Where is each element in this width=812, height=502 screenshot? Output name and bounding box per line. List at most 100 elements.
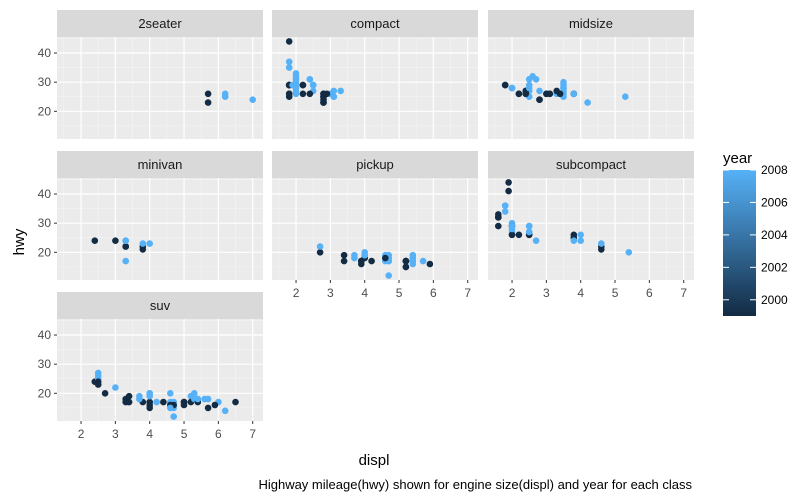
data-point <box>204 90 212 98</box>
data-point <box>522 90 530 98</box>
facet-panel-2seater: 2seater <box>57 10 263 139</box>
data-point <box>221 407 229 415</box>
data-point <box>292 84 300 92</box>
data-point <box>515 90 523 98</box>
y-tick-label: 40 <box>38 328 52 342</box>
data-point <box>536 87 543 95</box>
data-point <box>122 257 129 265</box>
axes: 20 30 40 20 30 40 2 3 4 5 6 7 2 3 4 5 6 7 20 30 40 2 3 4 5 6 7 <box>38 46 688 441</box>
legend-colorbar <box>723 170 756 316</box>
x-tick-label: 7 <box>680 286 687 300</box>
facet-label: pickup <box>356 157 394 172</box>
data-point <box>426 260 434 268</box>
legend-tick-label: 2008 <box>761 163 788 177</box>
legend-tick-label: 2000 <box>761 293 788 307</box>
data-point <box>495 214 502 221</box>
data-point <box>167 404 174 412</box>
data-point <box>577 237 584 244</box>
data-point <box>285 58 293 66</box>
data-point <box>402 257 410 265</box>
y-tick-label: 20 <box>38 386 52 400</box>
data-point <box>139 246 147 253</box>
panel-background <box>272 178 478 280</box>
data-point <box>320 99 327 106</box>
data-point <box>285 90 293 98</box>
y-tick-label: 20 <box>38 104 52 118</box>
data-point <box>525 228 533 236</box>
data-point <box>194 395 202 403</box>
data-point <box>525 84 533 92</box>
data-point <box>508 222 516 230</box>
facet-label: compact <box>350 16 400 31</box>
data-point <box>385 272 393 279</box>
data-point <box>409 260 417 268</box>
y-axis-title: hwy <box>11 228 28 255</box>
data-point <box>419 257 427 265</box>
data-point <box>139 240 147 247</box>
data-point <box>323 90 331 98</box>
x-tick-label: 7 <box>464 286 471 300</box>
data-point <box>543 90 550 98</box>
data-point <box>361 251 369 259</box>
y-tick-label: 40 <box>38 187 52 201</box>
data-point <box>625 249 633 256</box>
data-point <box>598 240 605 247</box>
x-tick-label: 2 <box>293 286 300 300</box>
data-point <box>368 257 375 265</box>
facet-panel-midsize: midsize <box>488 10 694 139</box>
facet-label: subcompact <box>556 157 626 172</box>
x-tick-label: 7 <box>249 427 256 441</box>
legend-title: year <box>723 150 752 167</box>
legend-tick-label: 2006 <box>761 195 788 209</box>
legend-tick-label: 2002 <box>761 260 788 274</box>
data-point <box>204 404 212 412</box>
data-point <box>94 369 102 377</box>
data-point <box>306 76 314 83</box>
x-axis-title: displ <box>359 452 390 469</box>
data-point <box>570 90 578 98</box>
x-tick-label: 5 <box>612 286 619 300</box>
data-point <box>299 90 307 98</box>
data-point <box>351 251 358 259</box>
facet-label: 2seater <box>138 16 182 31</box>
data-point <box>505 179 512 186</box>
facet-label: minivan <box>138 157 183 172</box>
data-point <box>211 401 219 409</box>
y-tick-label: 30 <box>38 216 52 230</box>
facet-panel-pickup: pickup <box>272 151 478 280</box>
data-point <box>532 76 540 83</box>
data-point <box>249 96 256 103</box>
x-tick-label: 4 <box>361 286 368 300</box>
data-point <box>201 395 208 403</box>
x-tick-label: 3 <box>112 427 119 441</box>
facet-label: suv <box>150 298 171 313</box>
data-point <box>382 254 389 262</box>
x-tick-label: 6 <box>646 286 653 300</box>
data-point <box>515 231 523 239</box>
panel-background <box>57 37 263 139</box>
data-point <box>160 398 167 406</box>
panel-background <box>488 178 694 280</box>
data-point <box>409 254 417 262</box>
panel-background <box>57 319 263 421</box>
x-tick-label: 6 <box>430 286 437 300</box>
data-point <box>501 208 509 215</box>
data-point <box>525 222 533 230</box>
facet-strip <box>272 10 478 37</box>
data-point <box>146 390 153 397</box>
facet-strip <box>488 151 694 178</box>
y-tick-label: 30 <box>38 75 52 89</box>
data-point <box>560 84 567 92</box>
data-point <box>101 390 109 397</box>
x-tick-label: 2 <box>78 427 85 441</box>
facet-panels: 2seater compact midsize minivan pickup subcom… <box>57 10 694 421</box>
panel-background <box>488 37 694 139</box>
facet-panel-subcompact: subcompact <box>488 151 694 280</box>
data-point <box>136 395 143 403</box>
facet-strip <box>57 292 263 319</box>
facet-strip <box>488 10 694 37</box>
x-tick-label: 4 <box>146 427 153 441</box>
x-tick-label: 5 <box>396 286 403 300</box>
data-point <box>91 237 99 244</box>
